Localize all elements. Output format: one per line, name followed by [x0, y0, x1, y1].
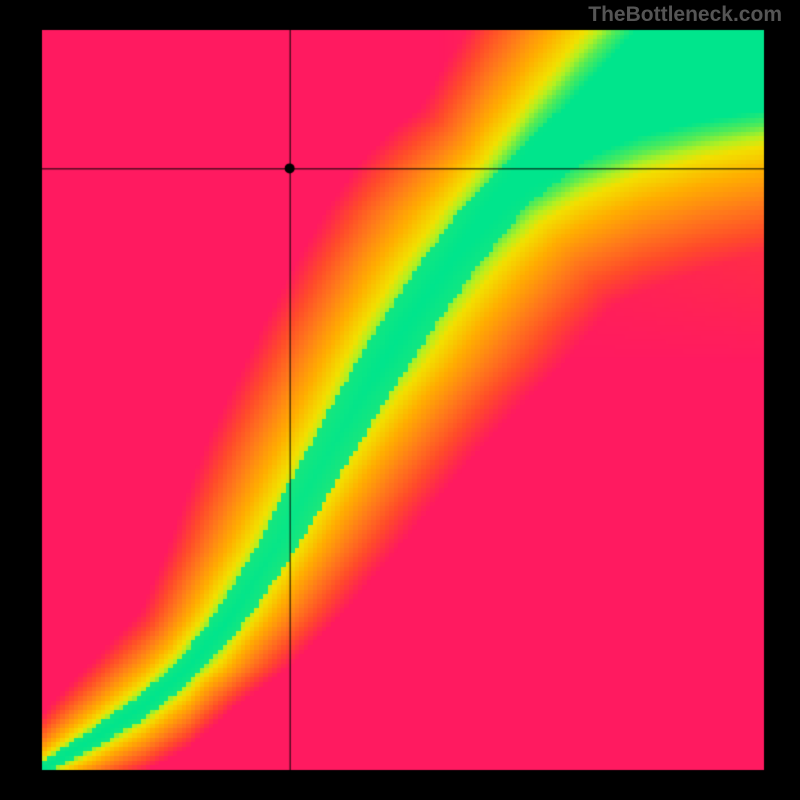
bottleneck-heatmap: [0, 0, 800, 800]
watermark-text: TheBottleneck.com: [588, 3, 782, 27]
